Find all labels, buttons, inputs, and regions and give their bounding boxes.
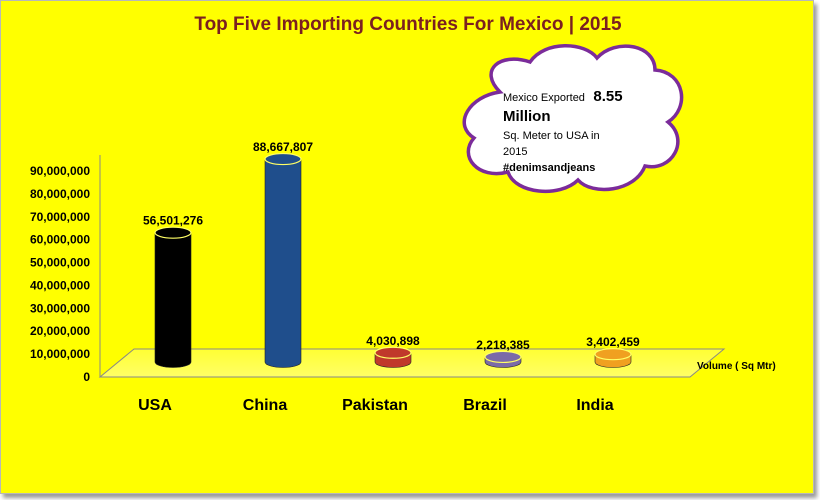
- x-tick-label: China: [243, 397, 288, 414]
- data-label: 2,218,385: [476, 338, 530, 352]
- y-tick-label: 90,000,000: [30, 164, 90, 178]
- bar-usa: [154, 226, 192, 368]
- x-tick-label: Pakistan: [342, 397, 408, 414]
- y-tick-label: 80,000,000: [30, 187, 90, 201]
- svg-text:Mexico Exported 8.55: Mexico Exported 8.55: [503, 88, 623, 105]
- y-tick-label: 40,000,000: [30, 278, 90, 292]
- bar-brazil: [484, 350, 522, 368]
- bar-pakistan: [374, 346, 412, 368]
- chart-title: Top Five Importing Countries For Mexico …: [194, 14, 622, 35]
- cloud-line4: 2015: [503, 146, 527, 158]
- data-label: 4,030,898: [366, 334, 420, 348]
- cloud-line2: Million: [503, 108, 551, 125]
- y-tick-label: 70,000,000: [30, 210, 90, 224]
- data-label: 3,402,459: [586, 335, 640, 349]
- cloud-line5: #denimsandjeans: [503, 162, 595, 174]
- data-label: 88,667,807: [253, 140, 313, 154]
- cloud-shape: [462, 44, 684, 194]
- y-tick-label: 0: [83, 370, 90, 384]
- y-tick-label: 10,000,000: [30, 347, 90, 361]
- annotation-cloud: Mexico Exported 8.55 Million Sq. Meter t…: [462, 44, 684, 194]
- data-label: 56,501,276: [143, 214, 203, 228]
- cloud-line3: Sq. Meter to USA in: [503, 130, 600, 142]
- y-tick-label: 30,000,000: [30, 301, 90, 315]
- cloud-line1-prefix: Mexico Exported: [503, 92, 585, 104]
- x-tick-label: Brazil: [463, 397, 507, 414]
- cloud-line1-value: 8.55: [593, 88, 622, 105]
- x-tick-label: USA: [138, 397, 172, 414]
- series-label: Volume ( Sq Mtr): [697, 361, 776, 372]
- chart-floor: [98, 348, 726, 378]
- y-tick-label: 50,000,000: [30, 256, 90, 270]
- bar-china: [264, 152, 302, 368]
- bar-india: [594, 348, 632, 368]
- y-tick-label: 60,000,000: [30, 233, 90, 247]
- y-tick-label: 20,000,000: [30, 324, 90, 338]
- x-tick-label: India: [576, 397, 613, 414]
